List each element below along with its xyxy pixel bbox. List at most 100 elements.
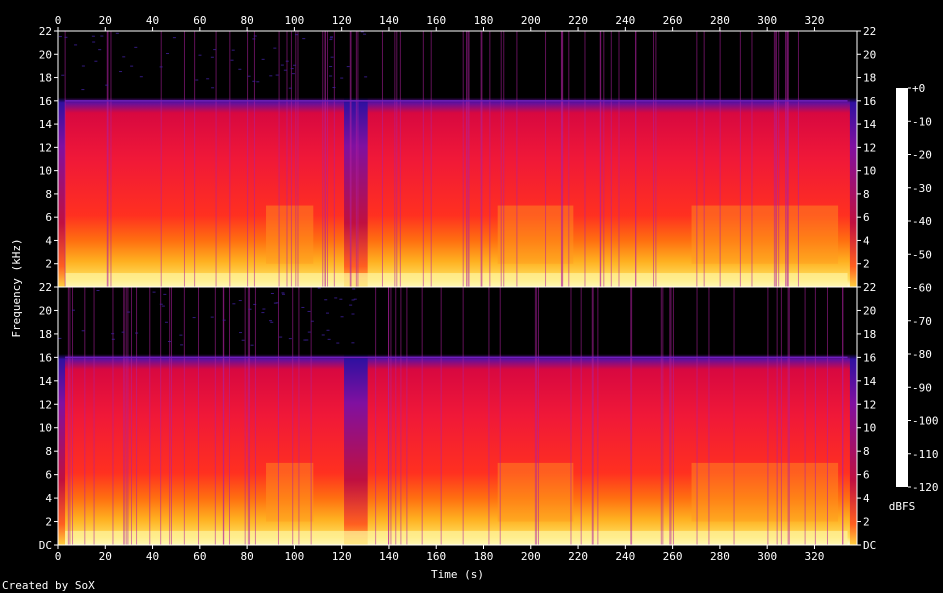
y-tick-label-left: 6 xyxy=(45,469,52,482)
noise-speck xyxy=(325,312,329,314)
y-tick-label-left: 16 xyxy=(39,95,52,108)
footer-credit: Created by SoX xyxy=(2,579,95,592)
noise-speck xyxy=(134,46,138,48)
y-tick-label-left: 10 xyxy=(39,165,52,178)
noise-speck xyxy=(329,37,333,39)
noise-speck xyxy=(270,321,274,323)
x-tick-label-top: 140 xyxy=(379,14,399,27)
noise-speck xyxy=(291,73,295,75)
noise-speck xyxy=(310,320,314,322)
noise-speck xyxy=(269,320,273,322)
y-tick-label-right: 10 xyxy=(863,422,876,435)
noise-speck xyxy=(288,87,292,89)
noise-speck xyxy=(239,332,243,334)
y-tick-label-left: 12 xyxy=(39,398,52,411)
y-tick-label-left: 16 xyxy=(39,351,52,364)
x-tick-label-bottom: 20 xyxy=(99,550,112,563)
noise-speck xyxy=(351,342,355,344)
y-tick-label-left: 18 xyxy=(39,72,52,85)
lowband-strip xyxy=(65,273,848,287)
noise-speck xyxy=(210,316,214,318)
colorbar-tick-label: -20 xyxy=(912,149,932,162)
colorbar-tick-label: -50 xyxy=(912,248,932,261)
y-tick-label-left: 14 xyxy=(39,375,53,388)
noise-speck xyxy=(346,66,350,68)
noise-speck xyxy=(231,49,235,51)
noise-speck xyxy=(222,319,226,321)
bright-segment-0 xyxy=(266,205,314,264)
noise-speck xyxy=(179,334,183,336)
noise-speck xyxy=(206,78,210,80)
noise-speck xyxy=(213,49,217,51)
noise-speck xyxy=(279,336,283,338)
y-tick-label-left: DC xyxy=(39,539,52,552)
noise-speck xyxy=(295,34,299,36)
noise-speck xyxy=(360,31,364,33)
y-tick-label-right: 2 xyxy=(863,258,870,271)
lowband-strip xyxy=(65,530,848,545)
noise-speck xyxy=(332,87,336,89)
noise-speck xyxy=(340,316,344,318)
noise-speck xyxy=(317,287,321,289)
colorbar-label: dBFS xyxy=(889,500,916,513)
noise-speck xyxy=(261,58,265,60)
y-tick-label-right: 6 xyxy=(863,211,870,224)
noise-speck xyxy=(198,54,202,56)
noise-speck xyxy=(74,44,78,46)
x-tick-label-top: 60 xyxy=(193,14,206,27)
colorbar-tick-label: +0 xyxy=(912,82,925,95)
noise-speck xyxy=(92,41,96,43)
noise-speck xyxy=(127,311,131,313)
noise-speck xyxy=(81,89,85,91)
noise-speck xyxy=(334,297,338,299)
noise-speck xyxy=(238,300,242,302)
noise-speck xyxy=(349,304,353,306)
colorbar-gradient-bar xyxy=(896,88,908,487)
noise-speck xyxy=(58,36,62,38)
spectrogram-channel-2 xyxy=(58,287,857,545)
noise-speck xyxy=(364,76,368,78)
y-tick-label-left: 2 xyxy=(45,258,52,271)
y-tick-label-left: 4 xyxy=(45,492,52,505)
noise-speck xyxy=(139,76,143,78)
noise-speck xyxy=(161,305,165,307)
noise-speck xyxy=(248,308,252,310)
bright-segment-2 xyxy=(691,205,839,264)
noise-speck xyxy=(121,331,125,333)
noise-speck xyxy=(247,75,251,77)
noise-speck xyxy=(329,66,333,68)
x-tick-label-bottom: 220 xyxy=(568,550,588,563)
y-tick-label-left: 8 xyxy=(45,445,52,458)
y-tick-label-right: 20 xyxy=(863,48,876,61)
y-tick-label-left: 22 xyxy=(39,281,52,294)
y-tick-label-right: 4 xyxy=(863,234,870,247)
noise-speck xyxy=(58,337,62,339)
x-tick-label-top: 20 xyxy=(99,14,112,27)
y-tick-label-right: DC xyxy=(863,539,876,552)
noise-speck xyxy=(250,344,254,346)
noise-speck xyxy=(282,293,286,295)
noise-speck xyxy=(195,79,199,81)
noise-speck xyxy=(280,64,284,66)
channel-2-spectrum xyxy=(58,287,857,545)
y-tick-label-right: 12 xyxy=(863,398,876,411)
colorbar-tick-label: -10 xyxy=(912,115,932,128)
noise-speck xyxy=(270,292,274,294)
plot-group xyxy=(58,31,857,545)
y-tick-label-left: 20 xyxy=(39,304,52,317)
noise-speck xyxy=(164,321,168,323)
noise-speck xyxy=(91,35,95,37)
noise-speck xyxy=(293,64,297,66)
noise-speck xyxy=(262,308,266,310)
noise-speck xyxy=(135,332,139,334)
x-tick-label-bottom: 200 xyxy=(521,550,541,563)
y-tick-label-left: 6 xyxy=(45,211,52,224)
noise-speck xyxy=(167,340,171,342)
noise-speck xyxy=(252,38,256,40)
colorbar-tick-label: -40 xyxy=(912,215,932,228)
x-tick-label-top: 300 xyxy=(757,14,777,27)
noise-speck xyxy=(192,317,196,319)
x-tick-label-bottom: 140 xyxy=(379,550,399,563)
x-tick-label-bottom: 100 xyxy=(284,550,304,563)
